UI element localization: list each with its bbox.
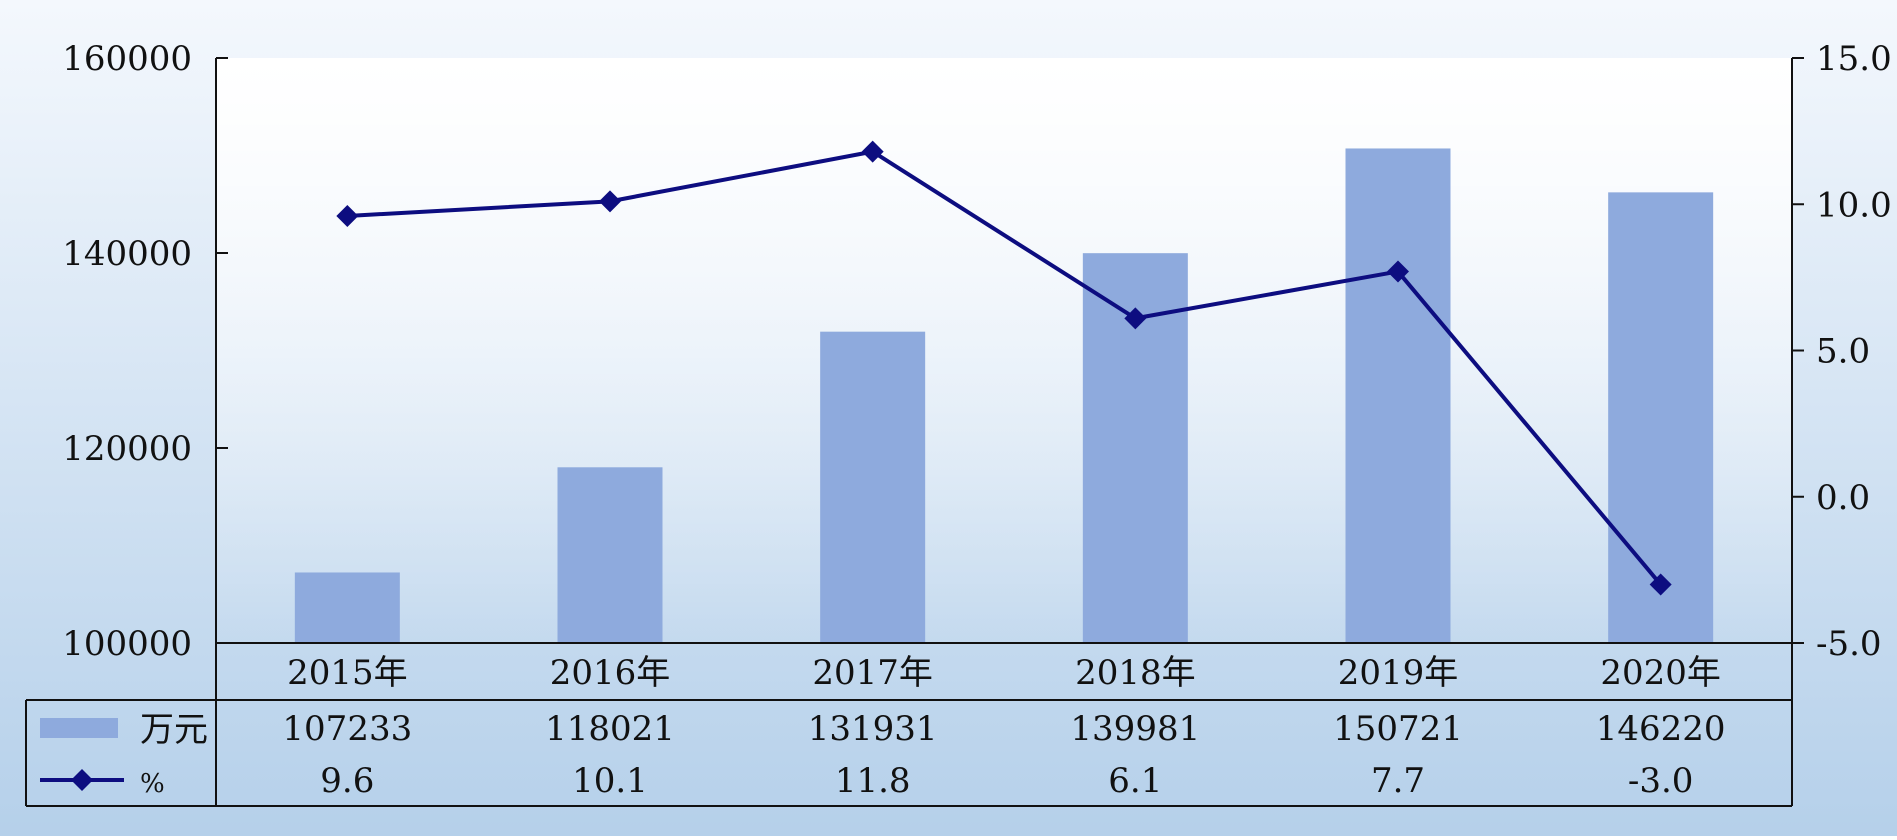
growth-marker-2015年 [336,204,359,227]
legend-line-marker [71,769,93,791]
growth-marker-2017年 [861,140,884,163]
axes-layer: 100000 120000 140000 160000 -5.0 0.0 5.0 10.0 15… [62,39,1892,664]
right-tick-label: 5.0 [1816,332,1870,372]
plot-area-background [216,58,1792,643]
bar-2017年 [820,331,926,643]
table-cell-bar-value: 107233 [282,709,412,749]
left-tick-label: 160000 [62,39,192,79]
right-tick-label: 0.0 [1816,478,1870,518]
table-cell-bar-value: 146220 [1596,709,1726,749]
legend-bar-label: 万元 [140,710,208,750]
bar-2015年 [294,572,400,643]
right-tick-label: -5.0 [1816,624,1882,664]
category-label: 2017年 [812,653,933,693]
bar-2019年 [1345,148,1451,643]
left-tick-label: 100000 [62,624,192,664]
category-label: 2020年 [1600,653,1721,693]
left-tick-label: 140000 [62,234,192,274]
line-layer [336,140,1672,596]
bar-2016年 [557,467,663,643]
table-cell-bar-value: 139981 [1070,709,1200,749]
category-label: 2016年 [550,653,671,693]
right-tick-label: 15.0 [1816,39,1892,79]
table-cell-line-value: 7.7 [1371,761,1425,801]
table-cell-bar-value: 150721 [1333,709,1463,749]
category-label: 2019年 [1338,653,1459,693]
table-cell-line-value: 11.8 [835,761,911,801]
growth-marker-2019年 [1387,260,1409,283]
legend-bar-swatch [40,718,118,738]
table-cell-bar-value: 131931 [808,709,938,749]
table-cell-line-value: 9.6 [320,761,374,801]
data-table: 2015年 107233 9.6 2016年 118021 10.1 2017年 131931… [25,643,1793,807]
category-label: 2018年 [1075,653,1196,693]
table-cell-line-value: 6.1 [1108,761,1162,801]
growth-marker-2018年 [1124,307,1147,330]
bars-layer [294,148,1714,644]
left-tick-label: 120000 [62,429,192,469]
right-tick-label: 10.0 [1816,185,1892,225]
legend-line-label: % [140,769,165,799]
growth-line [347,149,1663,586]
category-label: 2015年 [287,653,408,693]
table-cell-bar-value: 118021 [545,709,675,749]
table-cell-line-value: 10.1 [572,761,648,801]
bar-2020年 [1608,192,1714,644]
growth-marker-2020年 [1649,573,1672,596]
growth-marker-2016年 [599,190,621,213]
table-cell-line-value: -3.0 [1628,761,1694,801]
